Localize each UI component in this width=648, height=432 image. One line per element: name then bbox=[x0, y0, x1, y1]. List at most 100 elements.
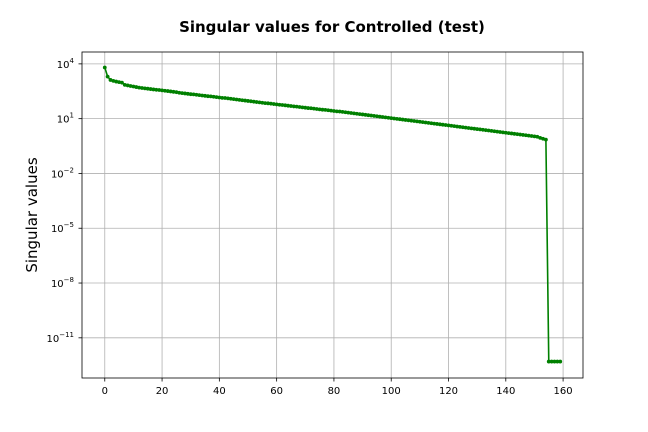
data-point bbox=[183, 91, 187, 96]
data-point bbox=[458, 124, 462, 129]
data-point bbox=[131, 84, 136, 89]
data-point bbox=[486, 128, 491, 133]
data-point bbox=[432, 121, 437, 126]
data-point bbox=[140, 86, 144, 90]
y-tick-base: 10 bbox=[51, 169, 64, 180]
plot-frame bbox=[81, 51, 584, 379]
y-tick-exponent: −8 bbox=[64, 276, 74, 284]
x-tick-label: 120 bbox=[439, 386, 458, 397]
data-point bbox=[349, 111, 354, 115]
data-point bbox=[311, 106, 316, 111]
data-point bbox=[463, 125, 468, 130]
data-point bbox=[506, 131, 511, 135]
data-point bbox=[383, 115, 388, 120]
data-point bbox=[214, 95, 219, 100]
data-point bbox=[114, 79, 119, 84]
data-point bbox=[337, 109, 342, 114]
y-tick-label: 10−2 bbox=[51, 166, 74, 180]
data-point bbox=[469, 126, 474, 131]
y-tick-base: 10 bbox=[57, 60, 70, 71]
data-point bbox=[294, 104, 299, 109]
data-point bbox=[237, 97, 242, 102]
data-point bbox=[117, 80, 121, 85]
data-point bbox=[397, 117, 402, 122]
data-point bbox=[217, 95, 222, 100]
data-point bbox=[300, 105, 305, 110]
data-point bbox=[286, 103, 291, 108]
data-point bbox=[211, 94, 216, 99]
data-point bbox=[409, 118, 414, 123]
data-point bbox=[406, 118, 411, 123]
data-point bbox=[529, 134, 534, 138]
data-point bbox=[254, 100, 259, 104]
x-tick-label: 20 bbox=[156, 386, 169, 397]
data-point bbox=[228, 96, 233, 101]
data-point bbox=[266, 101, 270, 106]
data-point bbox=[317, 107, 322, 112]
data-point bbox=[142, 86, 147, 91]
data-point bbox=[102, 65, 107, 70]
data-point bbox=[501, 130, 505, 135]
data-point bbox=[231, 97, 236, 102]
data-point bbox=[191, 92, 196, 97]
data-point bbox=[495, 129, 500, 134]
data-point bbox=[480, 127, 485, 132]
data-point bbox=[366, 113, 371, 118]
data-point bbox=[283, 103, 288, 108]
y-tick-base: 10 bbox=[46, 334, 59, 345]
data-point bbox=[521, 133, 525, 137]
y-tick-exponent: −11 bbox=[59, 331, 74, 339]
data-point bbox=[220, 95, 225, 100]
data-point bbox=[515, 132, 520, 137]
data-point bbox=[197, 93, 202, 98]
data-point bbox=[483, 128, 488, 133]
data-point bbox=[334, 109, 339, 114]
data-point bbox=[392, 116, 396, 121]
data-point bbox=[157, 88, 162, 92]
data-point bbox=[340, 110, 345, 114]
data-point bbox=[108, 78, 113, 82]
data-point bbox=[323, 107, 328, 112]
data-point bbox=[472, 126, 477, 131]
data-point bbox=[251, 99, 256, 104]
data-point bbox=[280, 103, 285, 107]
data-point bbox=[185, 91, 190, 96]
data-point bbox=[326, 108, 331, 113]
data-point bbox=[374, 114, 379, 119]
data-point bbox=[277, 102, 282, 107]
data-point bbox=[248, 99, 253, 104]
x-tick-label: 40 bbox=[213, 386, 226, 397]
data-point bbox=[128, 84, 133, 88]
data-point bbox=[380, 115, 385, 119]
data-point bbox=[369, 113, 374, 118]
data-point bbox=[309, 106, 313, 111]
data-point bbox=[171, 89, 176, 94]
data-point bbox=[558, 359, 563, 364]
data-point bbox=[360, 112, 365, 117]
data-point bbox=[357, 112, 362, 116]
y-tick-base: 10 bbox=[51, 279, 64, 290]
data-point bbox=[223, 96, 227, 100]
data-point bbox=[420, 120, 425, 125]
data-point bbox=[148, 87, 153, 91]
x-tick-label: 140 bbox=[496, 386, 515, 397]
data-point bbox=[423, 120, 428, 125]
data-point bbox=[105, 74, 110, 79]
data-point bbox=[180, 91, 185, 95]
data-point bbox=[269, 101, 273, 106]
y-tick-exponent: 1 bbox=[70, 112, 74, 120]
data-point bbox=[188, 92, 193, 97]
data-point bbox=[438, 122, 442, 127]
data-point bbox=[541, 136, 545, 141]
data-point bbox=[518, 132, 523, 137]
data-point bbox=[354, 111, 359, 116]
data-point bbox=[386, 115, 391, 120]
data-point bbox=[289, 104, 293, 108]
data-point bbox=[263, 101, 268, 106]
data-point bbox=[389, 116, 394, 121]
data-point bbox=[475, 127, 480, 131]
data-point bbox=[200, 93, 205, 98]
data-point bbox=[194, 92, 199, 97]
data-point bbox=[306, 106, 311, 110]
